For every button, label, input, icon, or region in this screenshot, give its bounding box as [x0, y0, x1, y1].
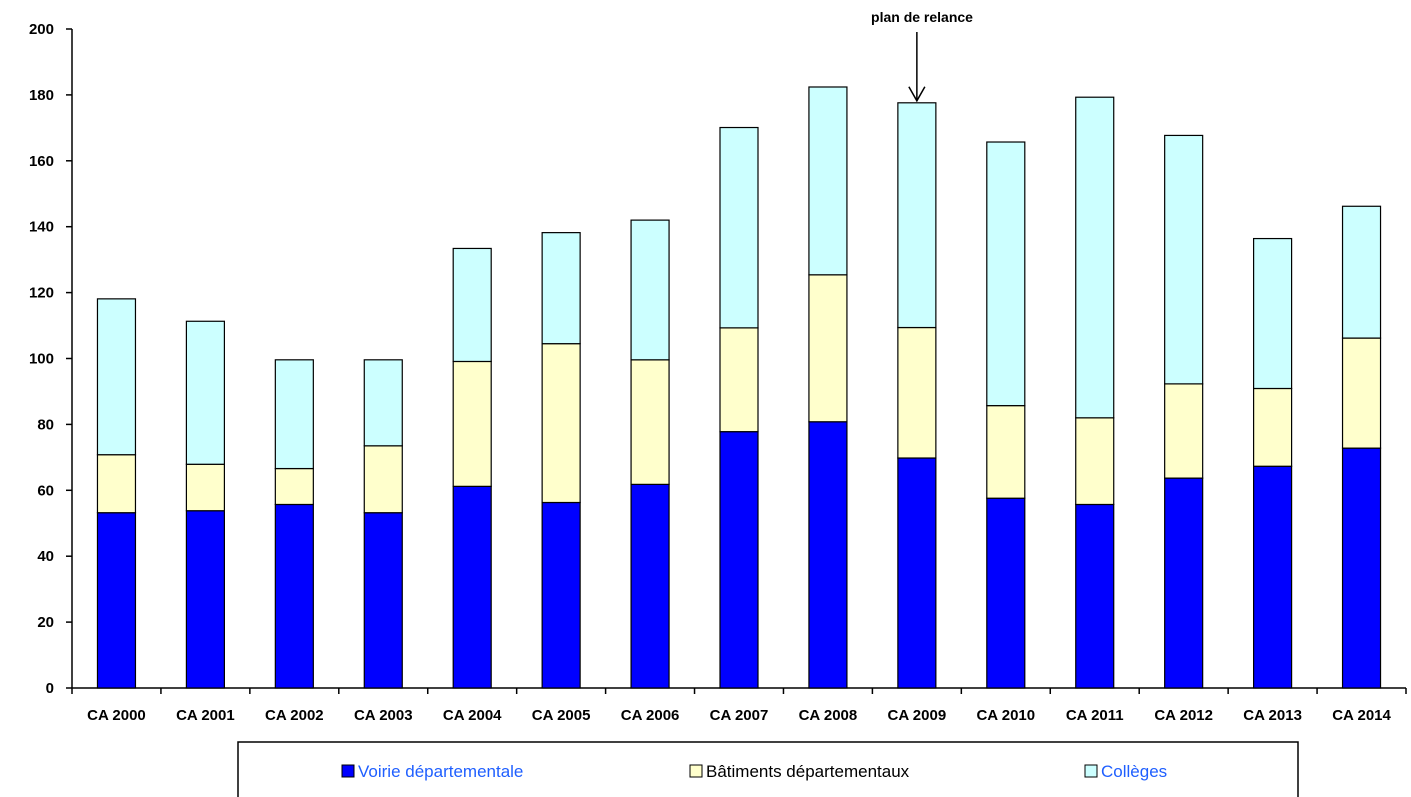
bar-segment-batiments [630, 359, 670, 485]
y-tick-label: 160 [29, 153, 54, 170]
bar-segment-batiments [986, 405, 1026, 499]
bar-segment-colleges [363, 359, 403, 447]
x-tick-label: CA 2004 [443, 707, 502, 724]
x-tick-label: CA 2014 [1332, 707, 1391, 724]
bar-segment-batiments [363, 445, 403, 514]
bar-segment-colleges [1341, 205, 1382, 339]
bar-segment-batiments [274, 467, 314, 506]
legend-label: Bâtiments départementaux [706, 762, 910, 781]
bar-segment-voirie [363, 512, 403, 689]
bar-segment-colleges [452, 247, 492, 363]
annotation-label: plan de relance [871, 9, 973, 25]
bar-segment-voirie [719, 431, 759, 689]
legend-box [237, 741, 1299, 797]
bar-segment-batiments [541, 343, 581, 504]
y-tick-label: 60 [37, 482, 54, 499]
bar-segment-colleges [1252, 237, 1293, 390]
bar-segment-colleges [719, 126, 759, 329]
x-tick-label: CA 2012 [1154, 707, 1213, 724]
annotation-arrow-head [908, 86, 926, 103]
x-tick-label: CA 2011 [1066, 707, 1124, 724]
bar-segment-batiments [719, 327, 759, 433]
bar-segment-batiments [452, 360, 492, 487]
bar-segment-colleges [541, 232, 581, 345]
bar-segment-voirie [274, 503, 314, 689]
bars [96, 86, 1382, 689]
y-tick-label: 180 [29, 87, 54, 104]
x-tick-label: CA 2000 [87, 707, 146, 724]
y-tick-label: 20 [37, 614, 54, 631]
bar-segment-voirie [808, 421, 848, 689]
bar-segment-voirie [185, 510, 225, 689]
x-tick-label: CA 2002 [265, 707, 324, 724]
x-tick-label: CA 2005 [532, 707, 591, 724]
legend-label: Collèges [1101, 762, 1167, 781]
x-tick-label: CA 2003 [354, 707, 413, 724]
y-tick-label: 80 [37, 416, 54, 433]
bar-segment-colleges [185, 320, 225, 465]
y-tick-label: 0 [46, 680, 54, 697]
x-tick-label: CA 2008 [799, 707, 858, 724]
bar-segment-batiments [185, 463, 225, 512]
bar-segment-voirie [897, 457, 937, 689]
bar-segment-colleges [1075, 96, 1115, 419]
bar-segment-colleges [96, 298, 137, 456]
legend: Voirie départementale Bâtiments départeme… [237, 741, 1299, 797]
bar-segment-colleges [808, 86, 848, 276]
legend-swatch [341, 764, 355, 778]
x-tick-label: CA 2001 [176, 707, 235, 724]
legend-swatch [1084, 764, 1098, 778]
bar-segment-voirie [452, 485, 492, 689]
y-axis: 0 20 40 60 80 100 120 140 160 180 200 [29, 21, 73, 697]
bar-segment-voirie [1341, 447, 1382, 689]
bar-segment-voirie [541, 501, 581, 689]
y-tick-label: 40 [37, 548, 54, 565]
y-tick-label: 140 [29, 219, 54, 236]
legend-label: Voirie départementale [358, 762, 523, 781]
bar-segment-batiments [1164, 383, 1204, 479]
bar-segment-voirie [1075, 503, 1115, 689]
x-tick-label: CA 2010 [976, 707, 1035, 724]
legend-swatch [689, 764, 703, 778]
bar-segment-batiments [1075, 417, 1115, 506]
bar-segment-voirie [986, 497, 1026, 689]
x-tick-label: CA 2007 [710, 707, 769, 724]
bar-segment-colleges [986, 141, 1026, 407]
bar-segment-colleges [897, 102, 937, 329]
y-tick-label: 100 [29, 351, 54, 368]
bar-segment-voirie [96, 512, 137, 689]
annotation: plan de relance [871, 9, 973, 103]
bar-segment-colleges [1164, 134, 1204, 385]
x-tick-label: CA 2009 [888, 707, 947, 724]
bar-segment-batiments [1252, 387, 1293, 467]
bar-segment-voirie [1252, 465, 1293, 689]
x-tick-label: CA 2006 [621, 707, 680, 724]
bar-segment-voirie [630, 483, 670, 689]
x-axis: CA 2000 CA 2001 CA 2002 CA 2003 CA 2004 CA 20… [71, 687, 1407, 724]
y-tick-label: 200 [29, 21, 54, 38]
bar-segment-colleges [274, 359, 314, 470]
y-tick-label: 120 [29, 285, 54, 302]
bar-segment-batiments [96, 454, 137, 514]
bar-segment-batiments [897, 326, 937, 459]
bar-segment-batiments [1341, 337, 1382, 449]
bar-segment-batiments [808, 274, 848, 423]
bar-segment-voirie [1164, 477, 1204, 689]
bar-segment-colleges [630, 219, 670, 361]
x-tick-label: CA 2013 [1243, 707, 1302, 724]
